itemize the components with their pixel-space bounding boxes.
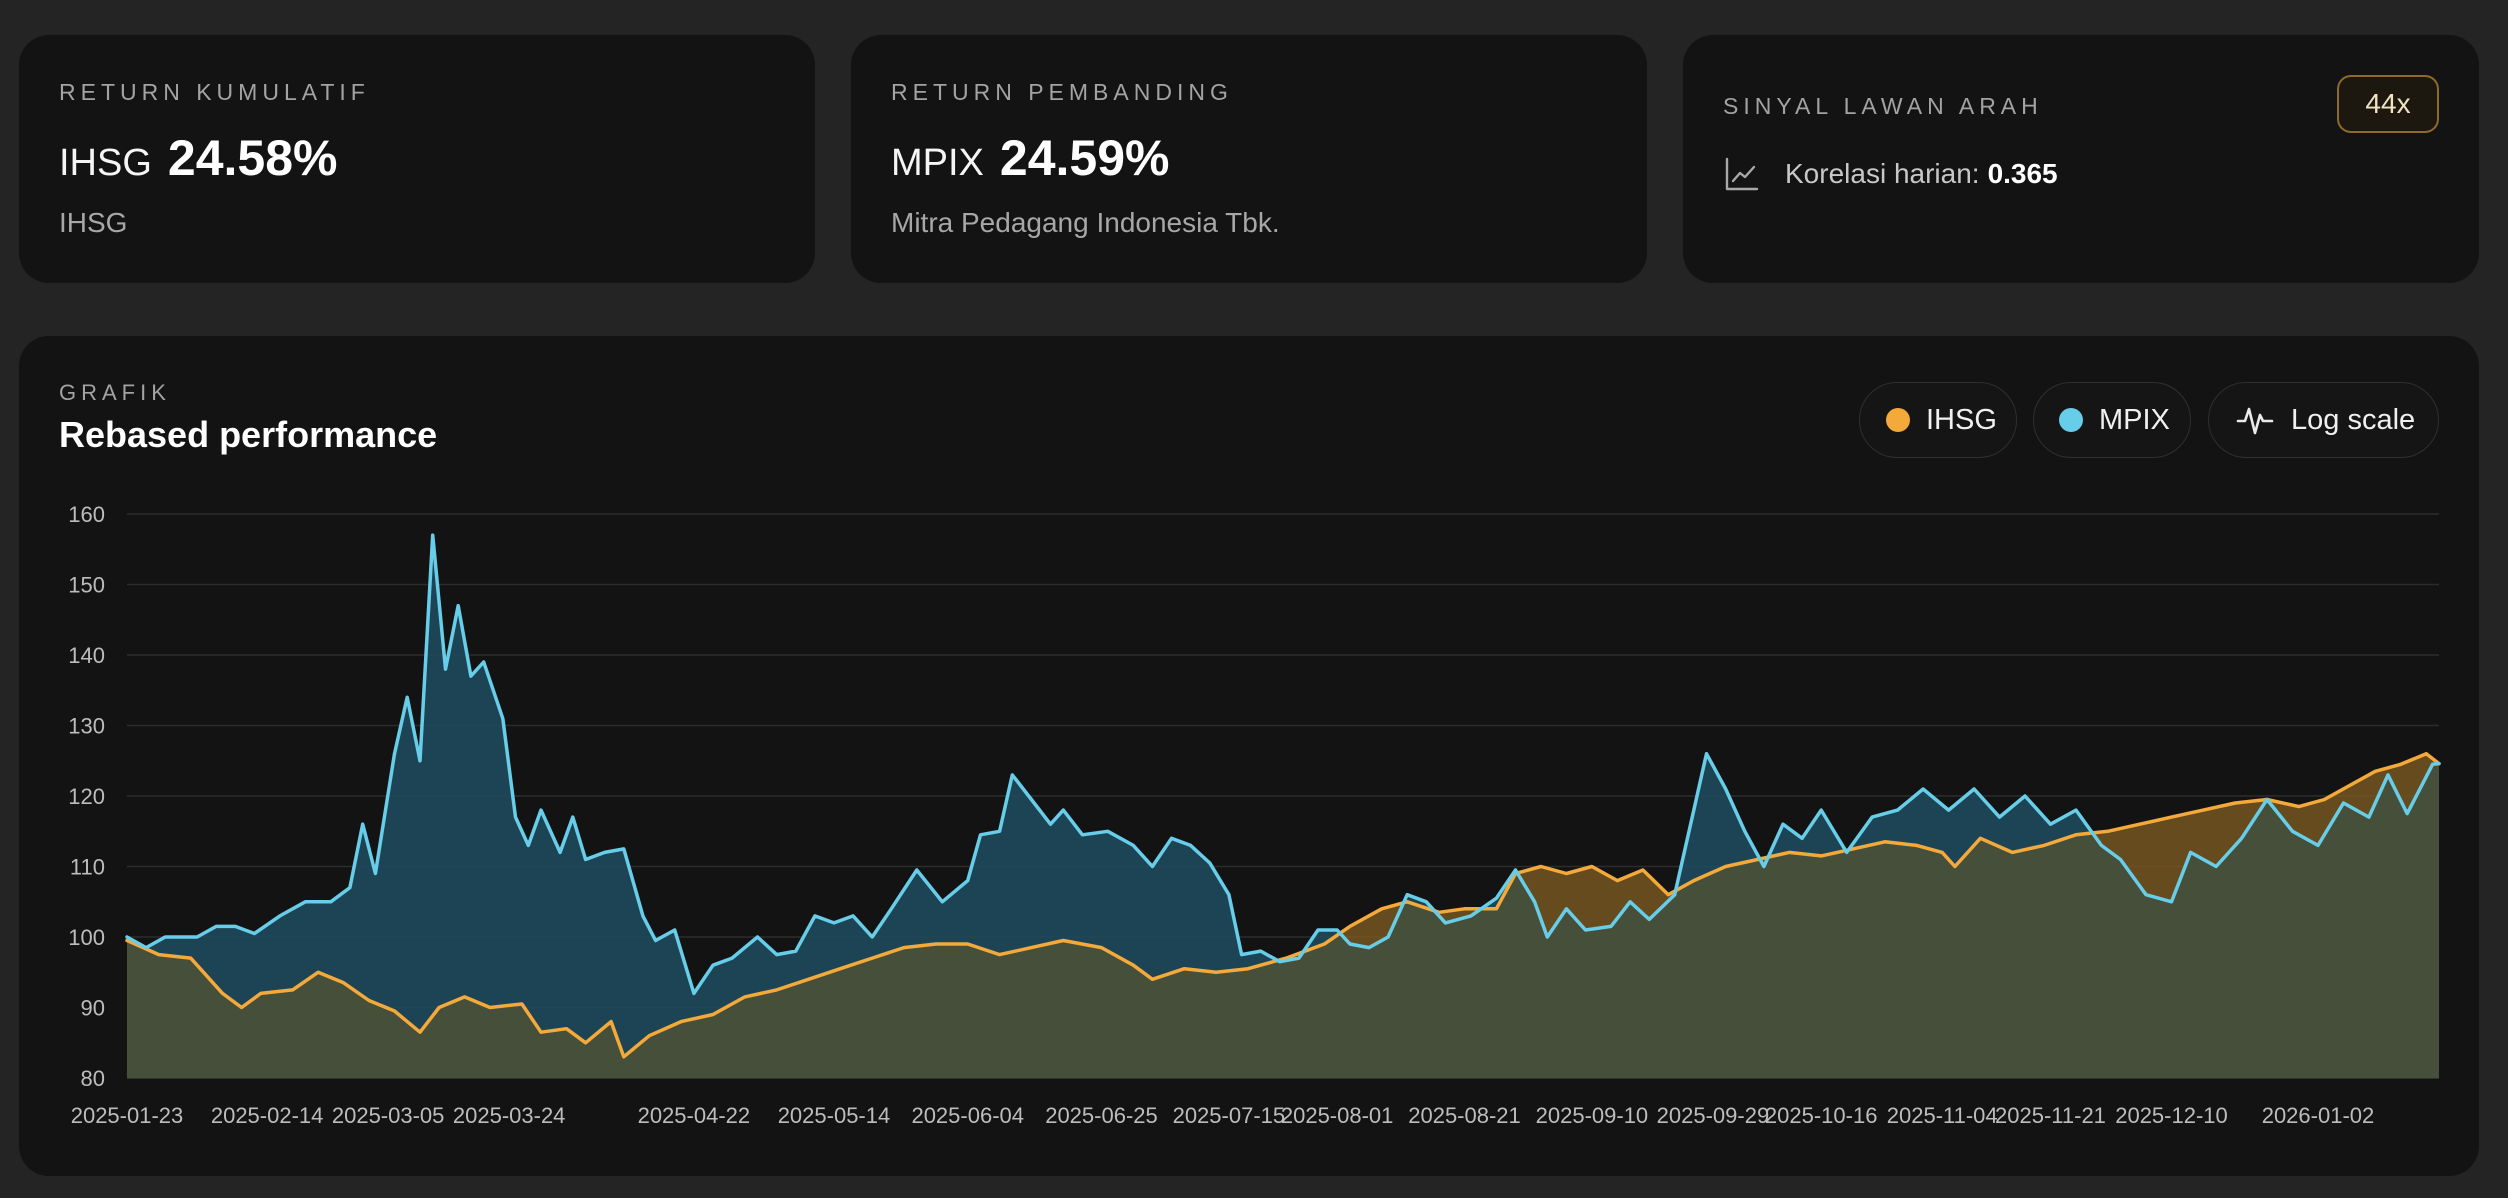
signal-count-badge: 44x — [2337, 75, 2439, 133]
legend-toggle-mpix[interactable]: MPIX — [2033, 382, 2191, 458]
chart-title: Rebased performance — [59, 414, 438, 455]
card-ticker: MPIX — [891, 142, 984, 184]
card-subtitle: IHSG — [59, 207, 128, 238]
mpix-color-dot — [2059, 408, 2083, 432]
legend-label: MPIX — [2099, 403, 2170, 436]
benchmark-return-card: RETURN PEMBANDING MPIX 24.59% Mitra Peda… — [851, 35, 1647, 283]
correlation-row: Korelasi harian: 0.365 — [1723, 155, 2058, 193]
legend-label: IHSG — [1926, 403, 1997, 436]
card-value: 24.59% — [999, 130, 1170, 186]
card-stat: MPIX 24.59% — [891, 129, 1170, 187]
card-kicker: SINYAL LAWAN ARAH — [1723, 93, 2043, 119]
card-kicker: RETURN PEMBANDING — [891, 79, 1233, 105]
card-kicker: RETURN KUMULATIF — [59, 79, 370, 105]
cumulative-return-card: RETURN KUMULATIF IHSG 24.58% IHSG — [19, 35, 815, 283]
correlation-value: 0.365 — [1987, 158, 2058, 189]
chart-panel — [19, 336, 2479, 1176]
ihsg-color-dot — [1886, 408, 1910, 432]
correlation-label: Korelasi harian: — [1785, 158, 1980, 189]
card-stat: IHSG 24.58% — [59, 129, 338, 187]
chart-kicker: GRAFIK — [59, 380, 171, 405]
card-value: 24.58% — [167, 130, 338, 186]
log-scale-label: Log scale — [2291, 403, 2416, 436]
legend-toggle-ihsg[interactable]: IHSG — [1859, 382, 2017, 458]
opposite-signal-card: SINYAL LAWAN ARAH 44x Korelasi harian: 0… — [1683, 35, 2479, 283]
card-ticker: IHSG — [59, 142, 152, 184]
pulse-icon — [2235, 400, 2275, 440]
line-chart-icon — [1723, 155, 1761, 193]
card-subtitle: Mitra Pedagang Indonesia Tbk. — [891, 207, 1280, 238]
log-scale-button[interactable]: Log scale — [2208, 382, 2439, 458]
